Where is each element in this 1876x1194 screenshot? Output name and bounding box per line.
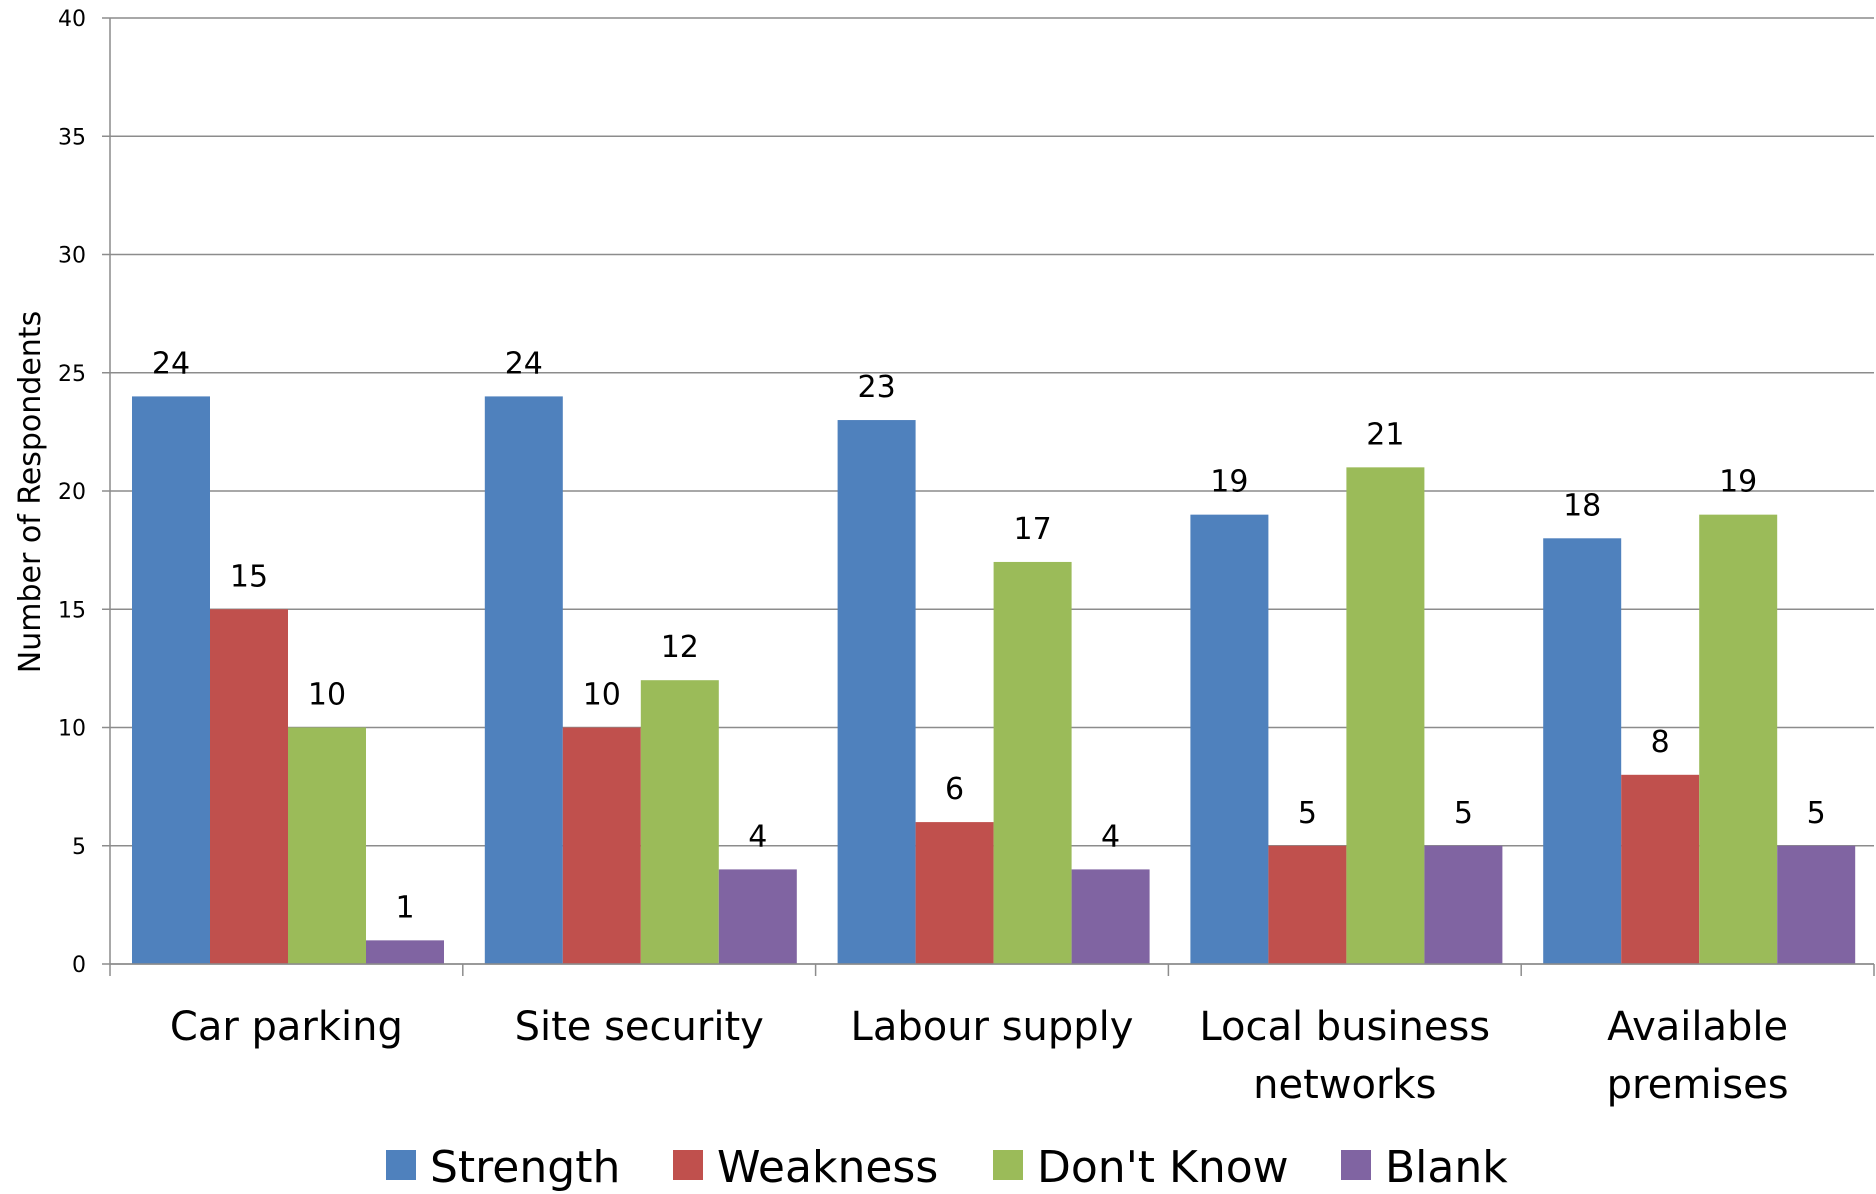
x-tick-label: networks	[1253, 1062, 1436, 1108]
data-label: 5	[1454, 796, 1473, 831]
data-label: 4	[1101, 819, 1120, 854]
y-tick-label: 40	[58, 7, 86, 32]
y-tick-label: 15	[58, 598, 86, 623]
x-tick-label: premises	[1607, 1062, 1789, 1108]
bar	[915, 822, 994, 964]
legend-label: Blank	[1385, 1142, 1508, 1193]
data-label: 24	[505, 346, 543, 381]
y-tick-label: 0	[72, 953, 86, 978]
bar	[1346, 467, 1425, 964]
legend-swatch	[386, 1150, 416, 1180]
data-label: 15	[230, 559, 268, 594]
legend-label: Strength	[430, 1142, 620, 1193]
y-tick-label: 20	[58, 480, 86, 505]
data-label: 5	[1807, 796, 1826, 831]
bar	[1621, 774, 1700, 964]
legend-swatch	[993, 1150, 1023, 1180]
bar	[562, 727, 641, 964]
data-label: 10	[308, 678, 346, 713]
x-tick-label: Available	[1607, 1004, 1788, 1050]
gridlines	[110, 17, 1874, 965]
x-tick-label: Labour supply	[851, 1004, 1134, 1050]
bar	[640, 680, 719, 964]
legend-swatch	[1341, 1150, 1371, 1180]
data-label: 1	[395, 890, 414, 925]
data-label: 5	[1298, 796, 1317, 831]
data-label: 23	[858, 370, 896, 405]
data-label: 19	[1719, 465, 1757, 500]
bar	[1071, 869, 1150, 964]
data-label: 24	[152, 346, 190, 381]
x-tick-label: Local business	[1199, 1004, 1490, 1050]
y-tick-label: 10	[58, 717, 86, 742]
bar	[132, 396, 210, 964]
bar	[484, 396, 563, 964]
y-tick-label: 25	[58, 362, 86, 387]
data-label: 10	[583, 678, 621, 713]
x-tick-label: Site security	[515, 1004, 764, 1050]
axes	[102, 17, 1875, 976]
bar	[1543, 538, 1622, 964]
bar	[288, 727, 366, 964]
bar	[1424, 845, 1503, 964]
legend-label: Weakness	[717, 1142, 938, 1193]
data-label: 12	[661, 630, 699, 665]
y-tick-label: 5	[72, 835, 86, 860]
bar	[210, 609, 288, 964]
bar	[1190, 514, 1269, 964]
bar	[366, 940, 444, 964]
x-tick-label: Car parking	[170, 1004, 403, 1050]
bar	[1777, 845, 1856, 964]
data-label: 6	[945, 772, 964, 807]
y-tick-label: 35	[58, 125, 86, 150]
bar	[993, 561, 1072, 964]
legend: Strength Weakness Don't Know Blank	[386, 1142, 1508, 1193]
data-label: 19	[1210, 465, 1248, 500]
y-axis-title: Number of Respondents	[13, 311, 48, 673]
data-label: 4	[748, 819, 767, 854]
bar	[718, 869, 797, 964]
data-label: 17	[1014, 512, 1052, 547]
bar	[837, 420, 916, 964]
data-label: 8	[1651, 725, 1670, 760]
legend-label: Don't Know	[1037, 1142, 1289, 1193]
data-label: 18	[1563, 488, 1601, 523]
data-label: 21	[1366, 417, 1404, 452]
y-tick-label: 30	[58, 244, 86, 269]
labels: 0 5 10 15 20 25 30 35 40 24 15 10 1 Car parking 24 10 12…	[58, 7, 1826, 1108]
bars	[132, 396, 1856, 964]
legend-swatch	[673, 1150, 703, 1180]
bar	[1699, 514, 1778, 964]
bar	[1268, 845, 1347, 964]
